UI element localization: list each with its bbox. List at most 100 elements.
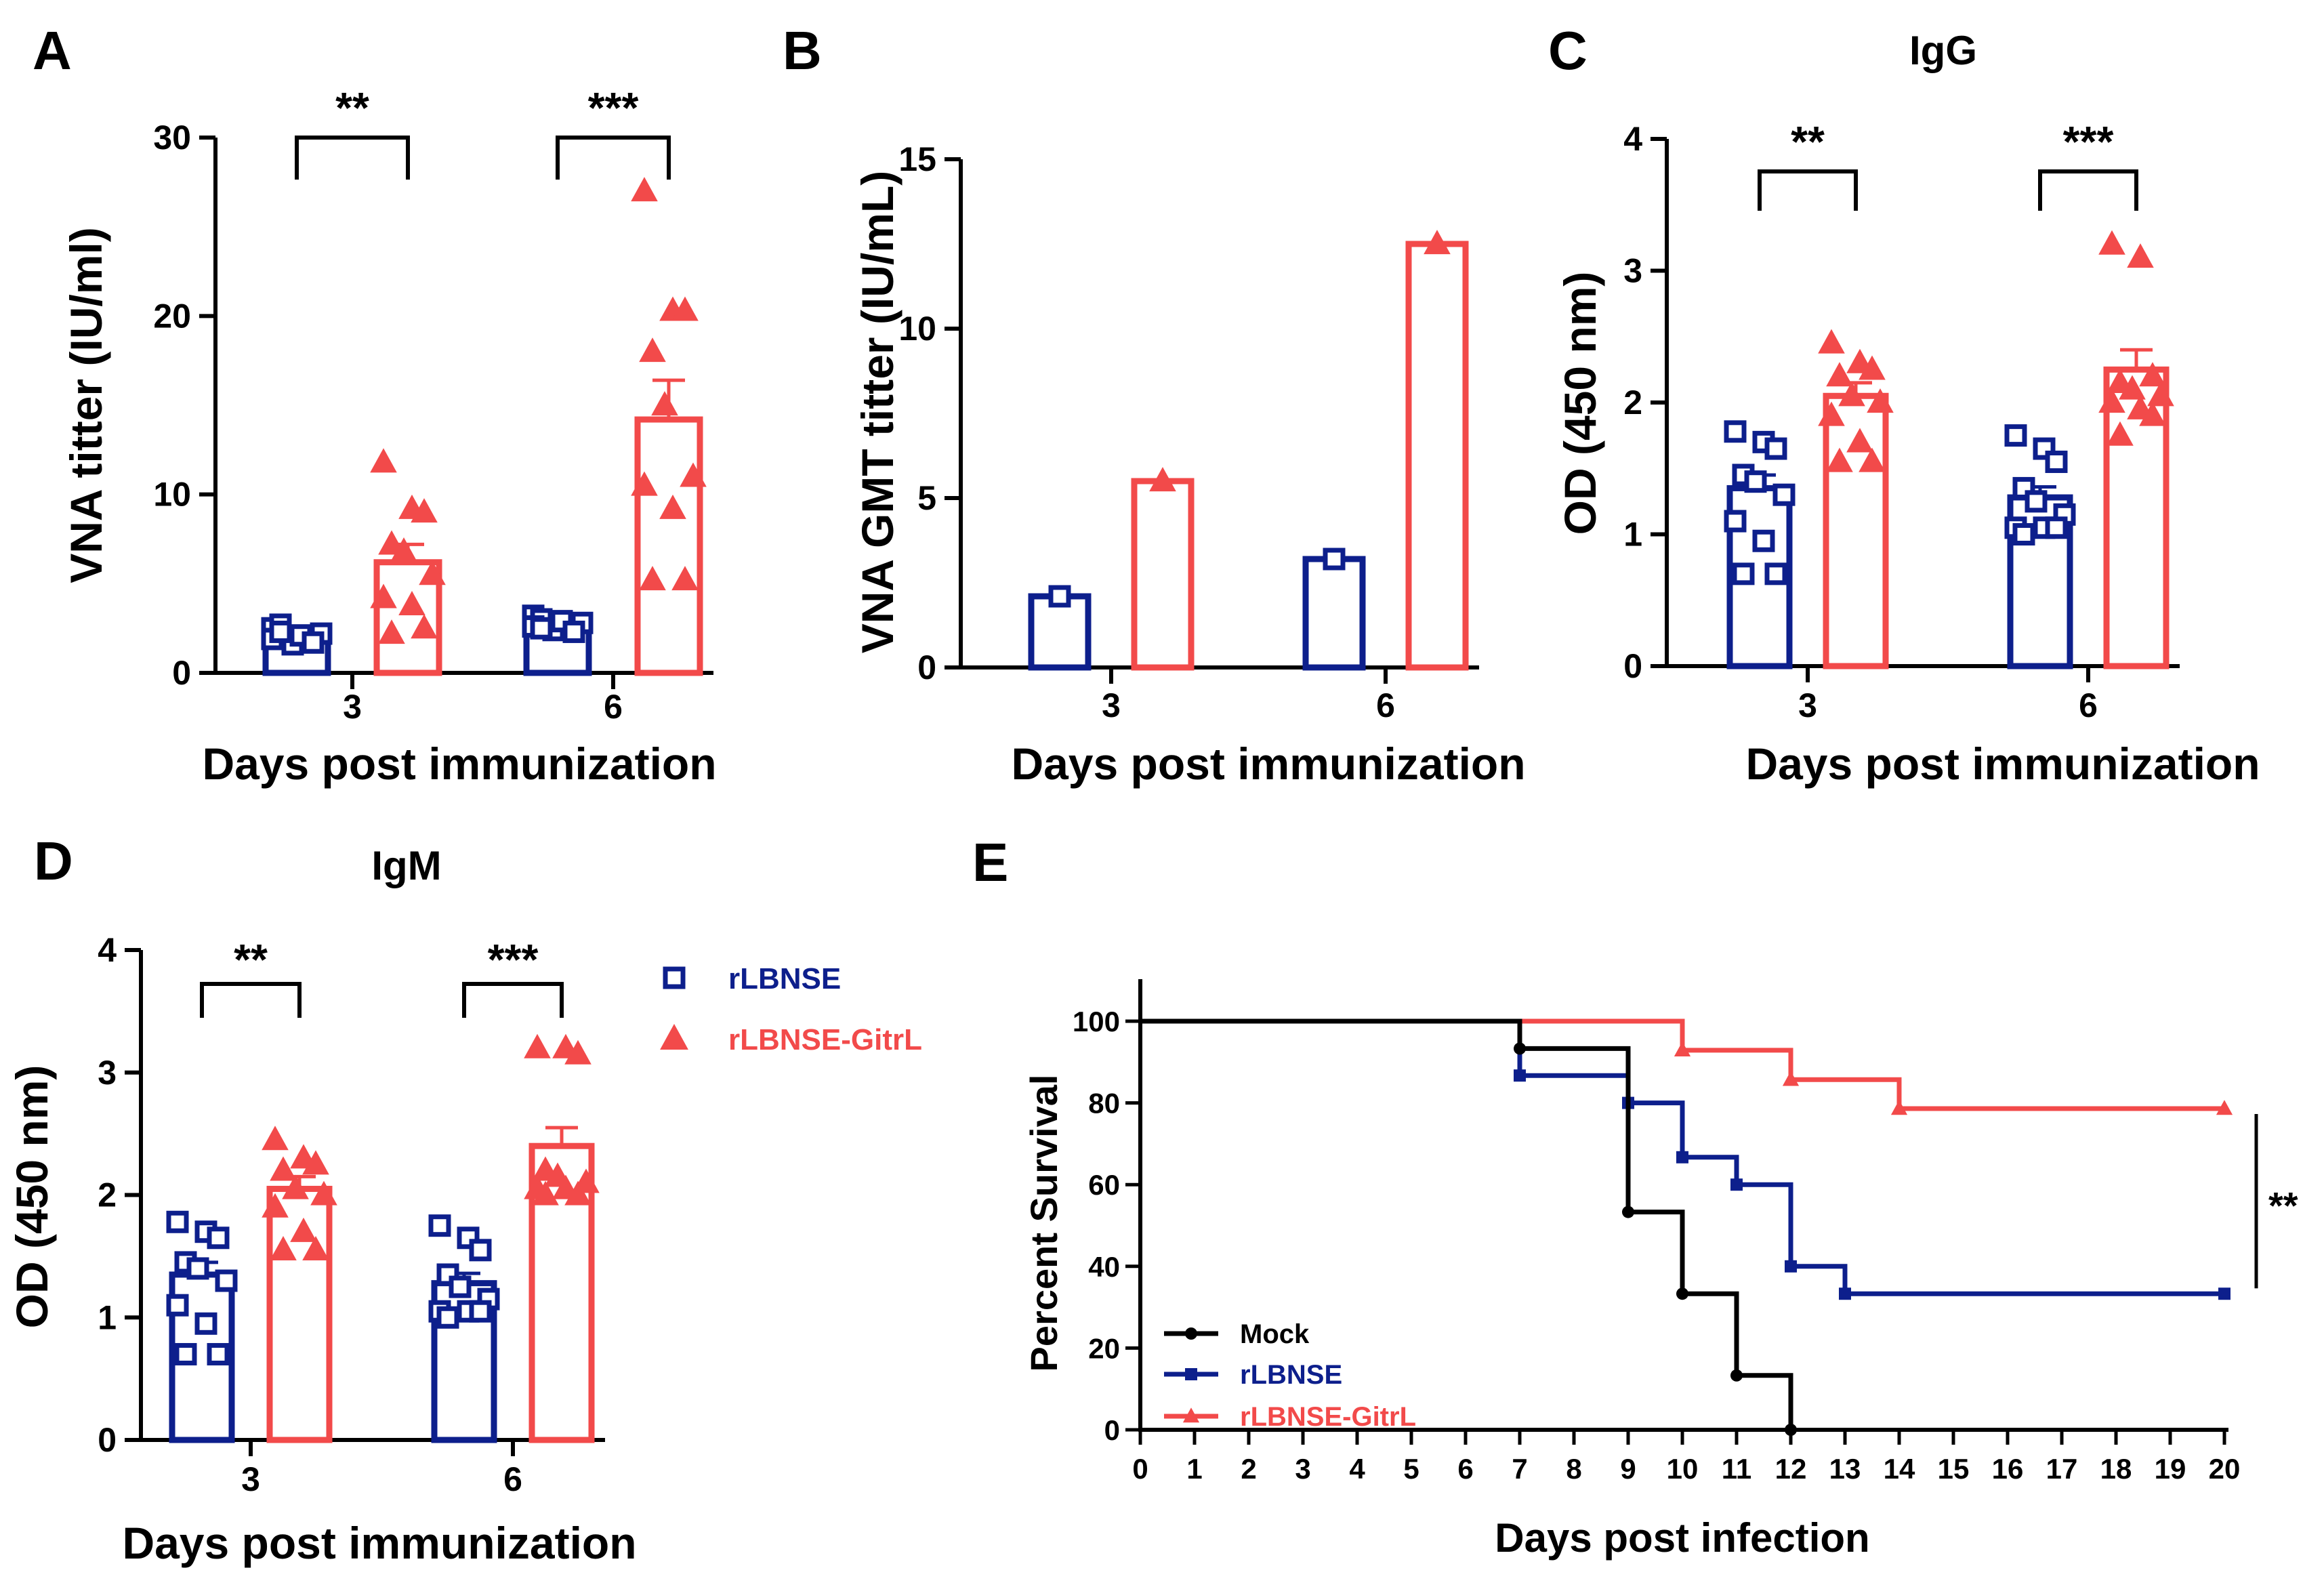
x-tick-label: 19 bbox=[2155, 1453, 2186, 1485]
x-tick-label: 7 bbox=[1512, 1453, 1527, 1485]
panel-D: D IgM 0 1 2 3 4 3 6 Days post immunization OD (450… bbox=[7, 831, 637, 1568]
y-tick-label: 2 bbox=[98, 1176, 117, 1214]
data-point bbox=[207, 1227, 230, 1250]
data-point bbox=[532, 1180, 559, 1205]
legend-marker bbox=[1185, 1368, 1197, 1380]
legend-label: rLBNSE bbox=[728, 962, 841, 995]
legend-label: rLBNSE-GitrL bbox=[728, 1023, 922, 1056]
panel-label: B bbox=[783, 20, 822, 81]
significance-label: ** bbox=[335, 83, 369, 132]
data-point bbox=[302, 1235, 329, 1260]
x-tick-label: 3 bbox=[241, 1460, 260, 1498]
legend-label: rLBNSE-GitrL bbox=[1240, 1402, 1416, 1432]
y-tick-label: 40 bbox=[1088, 1251, 1120, 1283]
survival-marker-rLBNSE bbox=[1785, 1260, 1797, 1273]
data-point bbox=[1732, 562, 1755, 585]
x-tick-label: 12 bbox=[1775, 1453, 1807, 1485]
data-point bbox=[1826, 447, 1853, 472]
y-tick-label: 0 bbox=[917, 648, 936, 686]
survival-marker-rLBNSE-GitrL bbox=[2216, 1100, 2233, 1115]
x-tick-label: 16 bbox=[1992, 1453, 2024, 1485]
data-point bbox=[1048, 585, 1071, 608]
x-tick-label: 3 bbox=[343, 688, 362, 726]
legend-marker-rLBNSE bbox=[663, 966, 686, 989]
data-point bbox=[2045, 516, 2068, 539]
y-tick-label: 0 bbox=[98, 1421, 117, 1459]
y-axis-title: VNA titter (IU/ml) bbox=[61, 227, 111, 583]
data-point bbox=[269, 620, 292, 643]
data-point bbox=[2139, 362, 2166, 387]
legend-marker bbox=[1185, 1327, 1197, 1340]
data-point bbox=[524, 1033, 551, 1058]
legend-marker-rLBNSE-GitrL bbox=[660, 1023, 688, 1050]
x-tick-label: 1 bbox=[1186, 1453, 1202, 1485]
y-axis-title: VNA GMT titter (IU/mL) bbox=[852, 171, 902, 654]
data-point bbox=[1826, 362, 1853, 387]
y-tick-label: 15 bbox=[898, 140, 936, 178]
x-axis-title: Days post immunization bbox=[122, 1518, 636, 1568]
y-tick-label: 0 bbox=[1104, 1414, 1120, 1446]
data-point bbox=[1149, 467, 1176, 492]
y-tick-label: 30 bbox=[153, 119, 191, 157]
data-point bbox=[1846, 428, 1873, 453]
x-tick-label: 3 bbox=[1102, 686, 1121, 724]
survival-legend-item-Mock: Mock bbox=[1164, 1319, 1310, 1349]
x-tick-label: 20 bbox=[2209, 1453, 2241, 1485]
data-point bbox=[166, 1210, 189, 1233]
x-tick-label: 14 bbox=[1884, 1453, 1915, 1485]
y-tick-label: 3 bbox=[98, 1054, 117, 1092]
data-point bbox=[1818, 329, 1845, 354]
survival-legend-item-rLBNSE-GitrL: rLBNSE-GitrL bbox=[1164, 1402, 1416, 1432]
data-point bbox=[378, 619, 405, 644]
y-tick-label: 1 bbox=[98, 1298, 117, 1336]
data-point bbox=[564, 1039, 592, 1065]
survival-legend: Mock rLBNSE rLBNSE-GitrL bbox=[1164, 1319, 1416, 1432]
data-point bbox=[262, 1126, 289, 1151]
survival-marker-rLBNSE-GitrL bbox=[1674, 1042, 1691, 1057]
data-point bbox=[631, 177, 658, 202]
survival-line-Mock bbox=[1140, 1018, 1793, 1430]
data-point bbox=[1867, 388, 1894, 413]
data-point bbox=[270, 1156, 297, 1181]
significance-label: *** bbox=[2063, 117, 2114, 166]
data-point bbox=[419, 560, 446, 585]
y-tick-label: 4 bbox=[98, 931, 117, 969]
data-point bbox=[2012, 523, 2035, 545]
bar-rLBNSE-GitrL-day6 bbox=[634, 416, 703, 676]
data-point bbox=[411, 614, 438, 639]
bar-rLBNSE-GitrL-day6 bbox=[1405, 241, 1469, 671]
data-point bbox=[2025, 490, 2048, 513]
x-tick-label: 15 bbox=[1938, 1453, 1970, 1485]
x-tick-label: 5 bbox=[1403, 1453, 1419, 1485]
x-tick-label: 18 bbox=[2100, 1453, 2132, 1485]
panel-label: A bbox=[33, 20, 72, 81]
data-point bbox=[290, 1217, 317, 1242]
data-point bbox=[2098, 230, 2125, 255]
y-tick-label: 5 bbox=[917, 479, 936, 517]
y-tick-label: 2 bbox=[1623, 384, 1642, 421]
data-point bbox=[2045, 451, 2068, 474]
data-point bbox=[2147, 382, 2174, 407]
bar-rLBNSE-GitrL-day3 bbox=[1131, 478, 1195, 671]
legend-item-rLBNSE-GitrL: rLBNSE-GitrL bbox=[660, 1023, 922, 1056]
x-axis-title: Days post immunization bbox=[202, 739, 716, 789]
data-point bbox=[2119, 375, 2146, 400]
x-tick-label: 6 bbox=[503, 1460, 522, 1498]
significance-bracket bbox=[1758, 169, 1858, 211]
survival-line-rLBNSE bbox=[1140, 1018, 2224, 1296]
data-point bbox=[428, 1214, 451, 1237]
panel-label: E bbox=[972, 832, 1008, 892]
panel-B: B 0 5 10 15 3 6 Days post immunization VNA GMT t… bbox=[783, 20, 1526, 789]
y-tick-label: 60 bbox=[1088, 1169, 1120, 1201]
x-tick-label: 8 bbox=[1566, 1453, 1581, 1485]
x-tick-label: 9 bbox=[1620, 1453, 1636, 1485]
survival-line-rLBNSE-GitrL bbox=[1140, 1018, 2224, 1111]
data-point bbox=[411, 498, 438, 523]
survival-marker-Mock bbox=[1514, 1042, 1526, 1055]
data-point bbox=[631, 471, 658, 496]
panel-label: D bbox=[34, 831, 73, 891]
significance-bracket bbox=[295, 136, 410, 180]
data-point bbox=[370, 448, 397, 473]
x-tick-label: 3 bbox=[1295, 1453, 1310, 1485]
